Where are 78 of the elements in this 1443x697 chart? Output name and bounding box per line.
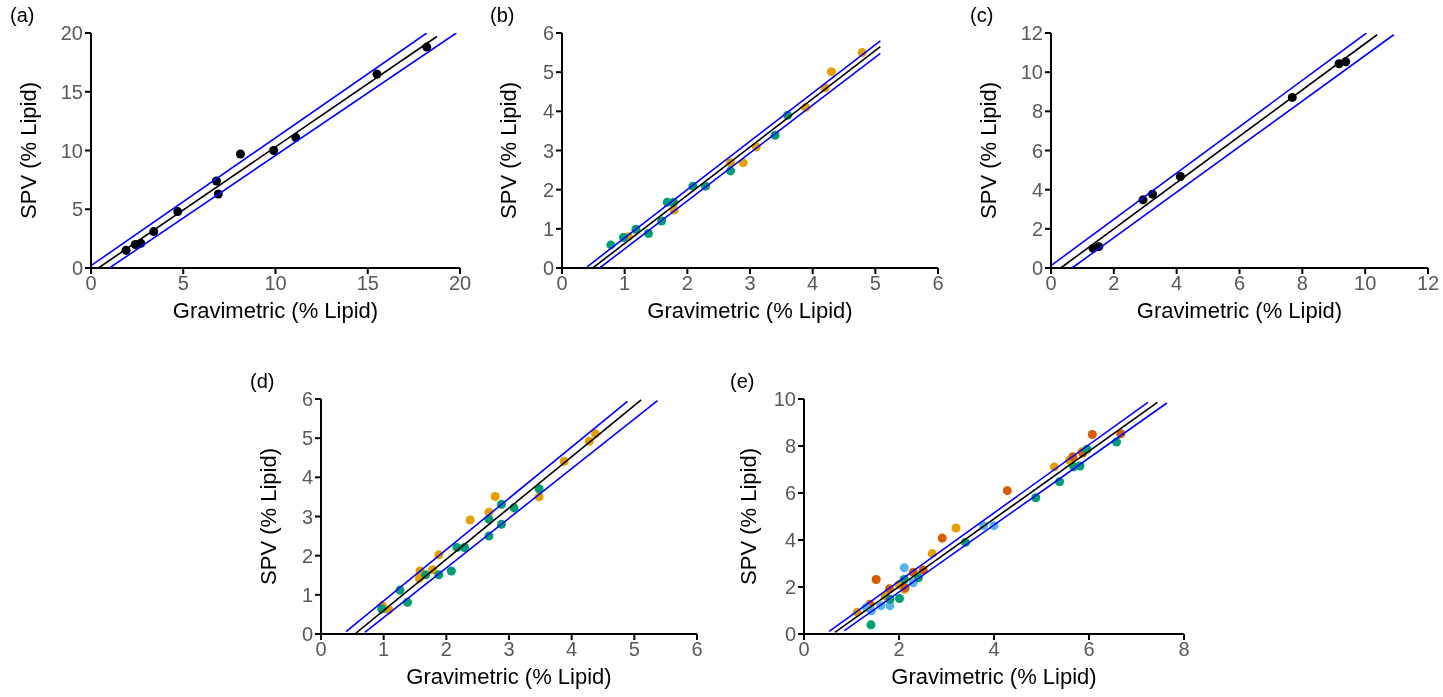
y-tick-label: 4 (301, 466, 313, 489)
y-tick-label: 5 (71, 198, 83, 221)
x-tick-label: 2 (893, 638, 905, 661)
y-tick-label: 3 (542, 139, 554, 162)
x-tick-label: 10 (264, 272, 287, 295)
chart-title: (d) (250, 370, 275, 393)
chart-title: (c) (970, 4, 994, 27)
y-tick-label: 12 (1020, 22, 1043, 45)
x-tick-label: 20 (448, 272, 472, 295)
y-tick-label: 0 (71, 257, 83, 280)
x-tick-label: 5 (869, 272, 881, 295)
y-tick-label: 15 (60, 80, 83, 103)
y-tick-label: 1 (301, 583, 313, 606)
x-tick-label: 15 (356, 272, 379, 295)
y-axis-title: SPV (% Lipid) (975, 82, 1001, 219)
x-tick-label: 0 (1045, 272, 1057, 295)
x-tick-label: 6 (932, 272, 944, 295)
x-tick-label: 0 (556, 272, 568, 295)
y-tick-label: 0 (784, 623, 796, 646)
x-axis-title: Gravimetric (% Lipid) (891, 664, 1097, 689)
y-tick-label: 6 (784, 482, 796, 505)
x-tick-label: 4 (988, 638, 1000, 661)
y-tick-label: 6 (542, 22, 554, 45)
y-tick-label: 8 (1031, 100, 1043, 123)
y-tick-label: 4 (784, 529, 796, 552)
y-tick-label: 10 (60, 139, 83, 162)
x-tick-label: 2 (681, 272, 693, 295)
x-tick-label: 8 (1296, 272, 1308, 295)
x-tick-label: 4 (1171, 272, 1183, 295)
x-tick-label: 2 (1108, 272, 1120, 295)
y-tick-label: 3 (301, 505, 313, 528)
y-tick-label: 5 (542, 61, 554, 84)
y-axis-title: SPV (% Lipid) (255, 448, 281, 585)
y-tick-label: 20 (60, 22, 83, 45)
x-tick-label: 6 (1083, 638, 1095, 661)
y-tick-label: 4 (1031, 178, 1043, 201)
y-tick-label: 0 (301, 623, 313, 646)
chart-title: (a) (10, 4, 35, 27)
x-axis-title: Gravimetric (% Lipid) (647, 298, 853, 323)
y-tick-label: 6 (301, 388, 313, 411)
x-tick-label: 5 (628, 638, 640, 661)
chart-title: (e) (730, 370, 755, 393)
x-tick-label: 6 (1233, 272, 1246, 295)
chart-title: (b) (490, 4, 515, 27)
y-axis-title: SPV (% Lipid) (15, 82, 41, 219)
y-tick-label: 2 (784, 576, 796, 599)
x-tick-label: 5 (177, 272, 189, 295)
x-tick-label: 3 (744, 272, 756, 295)
y-tick-label: 2 (1031, 217, 1043, 240)
y-tick-label: 10 (773, 388, 796, 411)
x-tick-label: 6 (691, 638, 703, 661)
x-axis-title: Gravimetric (% Lipid) (172, 298, 379, 323)
y-tick-label: 0 (1031, 257, 1043, 280)
x-tick-label: 2 (440, 638, 452, 661)
y-tick-label: 2 (301, 544, 313, 567)
x-axis-title: Gravimetric (% Lipid) (1136, 298, 1343, 323)
y-tick-label: 1 (542, 217, 554, 240)
y-tick-label: 8 (784, 435, 796, 458)
y-tick-label: 5 (301, 427, 313, 450)
x-axis-title: Gravimetric (% Lipid) (406, 664, 612, 689)
x-tick-label: 0 (798, 638, 810, 661)
x-tick-label: 10 (1354, 272, 1377, 295)
y-tick-label: 0 (542, 257, 554, 280)
x-tick-label: 4 (566, 638, 578, 661)
y-tick-label: 4 (542, 100, 554, 123)
x-tick-label: 1 (378, 638, 390, 661)
x-tick-label: 8 (1178, 638, 1190, 661)
y-axis-title: SPV (% Lipid) (495, 82, 521, 219)
x-tick-label: 4 (807, 272, 819, 295)
x-tick-label: 12 (1416, 272, 1440, 295)
x-tick-label: 0 (315, 638, 327, 661)
y-tick-label: 6 (1031, 139, 1043, 162)
x-tick-label: 0 (85, 272, 97, 295)
x-tick-label: 1 (619, 272, 631, 295)
y-tick-label: 10 (1020, 61, 1043, 84)
x-tick-label: 3 (503, 638, 515, 661)
y-axis-title: SPV (% Lipid) (735, 448, 761, 585)
y-tick-label: 2 (542, 178, 554, 201)
